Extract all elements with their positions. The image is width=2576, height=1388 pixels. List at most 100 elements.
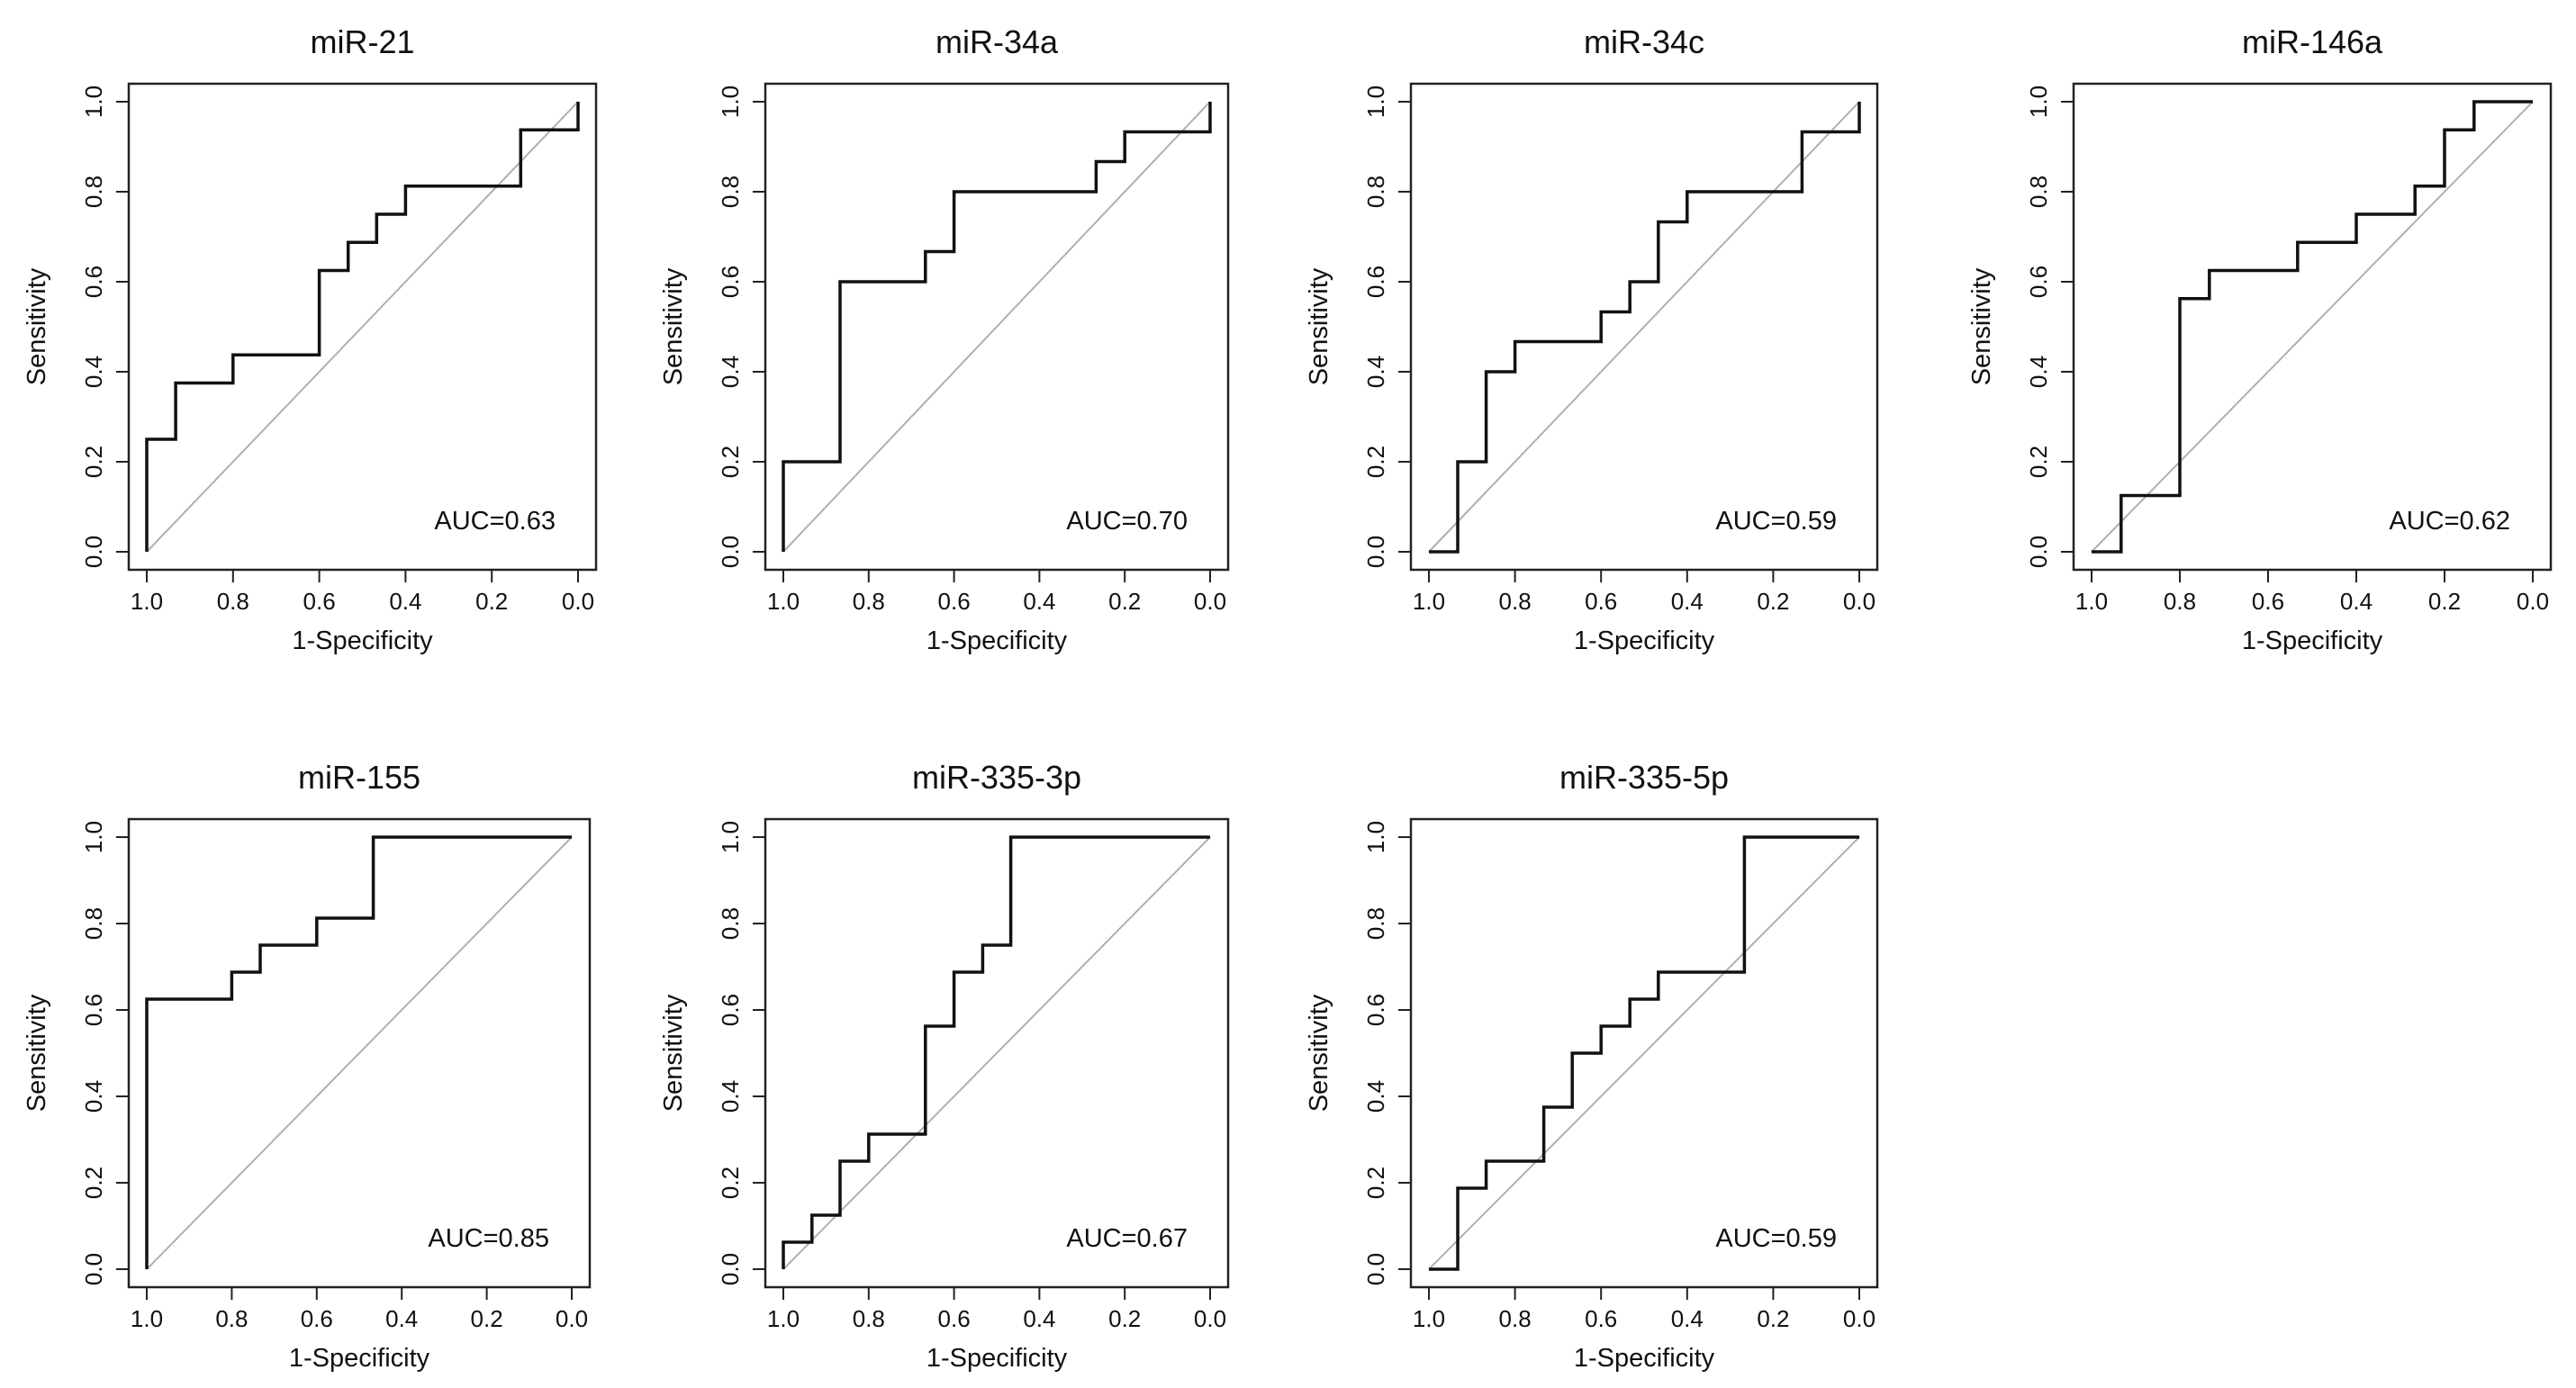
plot-frame [1409, 817, 1879, 1289]
x-tick-label: 1.0 [2075, 588, 2108, 615]
y-tick-label: 0.8 [80, 176, 107, 208]
y-tick-label: 0.6 [2025, 266, 2052, 298]
y-tick-label: 0.2 [80, 446, 107, 478]
y-tick-label: 0.0 [1362, 1253, 1389, 1285]
y-tick-label: 0.2 [80, 1167, 107, 1199]
y-tick-label: 0.4 [80, 356, 107, 388]
y-tick-label: 0.0 [1362, 536, 1389, 568]
x-tick-label: 0.2 [1757, 588, 1789, 615]
reference-diagonal [782, 101, 1211, 553]
y-tick-label: 1.0 [80, 821, 107, 853]
x-tick-label: 0.0 [1843, 1305, 1876, 1332]
y-tick-label: 0.0 [2025, 536, 2052, 568]
x-tick-label: 0.4 [1671, 588, 1704, 615]
reference-diagonal [1428, 836, 1860, 1270]
roc-panel: miR-335-3p 1.0 0.8 0.6 0.4 0.2 0.0 0.0 0.2 0.4 0.6… [659, 759, 1230, 1373]
x-tick-label: 0.8 [1499, 588, 1532, 615]
x-tick-label: 1.0 [131, 588, 163, 615]
x-tick-label: 0.2 [475, 588, 508, 615]
x-tick-label: 0.6 [2252, 588, 2284, 615]
reference-diagonal [2091, 101, 2534, 553]
x-tick-label: 0.8 [853, 588, 885, 615]
roc-panel: miR-21 1.0 0.8 0.6 0.4 0.2 0.0 0.0 0.2 0.4 0.6 0.8 1… [23, 23, 598, 655]
roc-panel: miR-34c 1.0 0.8 0.6 0.4 0.2 0.0 0.0 0.2 0.4 0.6 0.8… [1305, 23, 1879, 655]
x-axis-label: 1-Specificity [926, 1344, 1068, 1373]
x-tick-label: 0.8 [215, 1305, 248, 1332]
y-tick-label: 1.0 [80, 86, 107, 118]
y-tick-label: 0.6 [1362, 994, 1389, 1026]
auc-label: AUC=0.59 [1715, 507, 1837, 536]
x-tick-label: 0.4 [389, 588, 421, 615]
y-tick-label: 0.6 [1362, 266, 1389, 298]
y-tick-label: 1.0 [717, 86, 744, 118]
reference-diagonal [146, 101, 579, 553]
x-tick-label: 0.6 [303, 588, 336, 615]
x-tick-label: 1.0 [131, 1305, 163, 1332]
y-axis-label: Sensitivity [1305, 994, 1333, 1112]
roc-curve [782, 102, 1212, 552]
x-tick-label: 0.2 [1108, 1305, 1141, 1332]
x-tick-label: 0.0 [1194, 588, 1226, 615]
y-axis-label: Sensitivity [659, 267, 688, 385]
roc-curve [145, 835, 572, 1269]
plot-frame [2072, 82, 2553, 572]
auc-label: AUC=0.63 [434, 507, 556, 536]
y-tick-label: 0.0 [80, 1253, 107, 1285]
y-tick-label: 0.4 [717, 1080, 744, 1113]
x-tick-label: 1.0 [767, 1305, 800, 1332]
x-tick-label: 0.4 [1023, 1305, 1055, 1332]
y-axis-label: Sensitivity [1305, 267, 1333, 385]
auc-label: AUC=0.85 [428, 1224, 549, 1253]
x-tick-label: 0.0 [556, 1305, 588, 1332]
x-tick-label: 0.4 [2340, 588, 2373, 615]
y-axis-label: Sensitivity [1967, 267, 1996, 385]
x-tick-label: 0.8 [853, 1305, 885, 1332]
plot-frame [764, 817, 1230, 1289]
roc-panel: miR-34a 1.0 0.8 0.6 0.4 0.2 0.0 0.0 0.2 0.4 0.6 0.8… [659, 23, 1230, 655]
y-tick-label: 0.2 [1362, 1167, 1389, 1199]
y-tick-label: 1.0 [1362, 86, 1389, 118]
y-tick-label: 0.2 [2025, 446, 2052, 478]
chart-title: miR-335-3p [912, 759, 1081, 796]
x-tick-label: 0.0 [2517, 588, 2549, 615]
y-tick-label: 0.6 [80, 266, 107, 298]
x-tick-label: 0.6 [301, 1305, 333, 1332]
x-tick-label: 0.0 [1194, 1305, 1226, 1332]
y-tick-label: 0.2 [717, 1167, 744, 1199]
y-tick-label: 0.2 [717, 446, 744, 478]
y-tick-label: 1.0 [2025, 86, 2052, 118]
y-tick-label: 0.0 [717, 1253, 744, 1285]
reference-diagonal [1428, 101, 1860, 553]
x-tick-label: 0.4 [1671, 1305, 1704, 1332]
x-tick-label: 0.0 [1843, 588, 1876, 615]
roc-curve [782, 835, 1210, 1269]
x-tick-label: 0.0 [562, 588, 594, 615]
x-tick-label: 1.0 [767, 588, 800, 615]
y-tick-label: 0.6 [717, 994, 744, 1026]
roc-panel: miR-335-5p 1.0 0.8 0.6 0.4 0.2 0.0 0.0 0.2 0.4 0.6… [1305, 759, 1879, 1373]
x-axis-label: 1-Specificity [292, 626, 433, 655]
chart-title: miR-155 [298, 759, 420, 796]
roc-panel: miR-155 1.0 0.8 0.6 0.4 0.2 0.0 0.0 0.2 0.4 0.6 0.8… [23, 759, 592, 1373]
x-tick-label: 0.2 [471, 1305, 503, 1332]
roc-curve [2092, 100, 2533, 554]
y-tick-label: 0.4 [1362, 356, 1389, 388]
y-tick-label: 0.6 [717, 266, 744, 298]
x-tick-label: 0.2 [1757, 1305, 1789, 1332]
y-tick-label: 0.6 [80, 994, 107, 1026]
x-tick-label: 0.6 [938, 588, 971, 615]
y-tick-label: 0.8 [2025, 176, 2052, 208]
y-axis-label: Sensitivity [659, 994, 688, 1112]
y-tick-label: 0.4 [717, 356, 744, 388]
x-tick-label: 0.8 [2164, 588, 2196, 615]
x-tick-label: 0.4 [385, 1305, 418, 1332]
auc-label: AUC=0.70 [1066, 507, 1188, 536]
x-tick-label: 0.2 [1108, 588, 1141, 615]
y-axis-label: Sensitivity [23, 267, 51, 385]
y-axis-label: Sensitivity [23, 994, 51, 1112]
auc-label: AUC=0.62 [2389, 507, 2510, 536]
y-tick-label: 0.0 [717, 536, 744, 568]
roc-curve [145, 102, 580, 552]
y-tick-label: 1.0 [1362, 821, 1389, 853]
x-tick-label: 0.2 [2428, 588, 2461, 615]
